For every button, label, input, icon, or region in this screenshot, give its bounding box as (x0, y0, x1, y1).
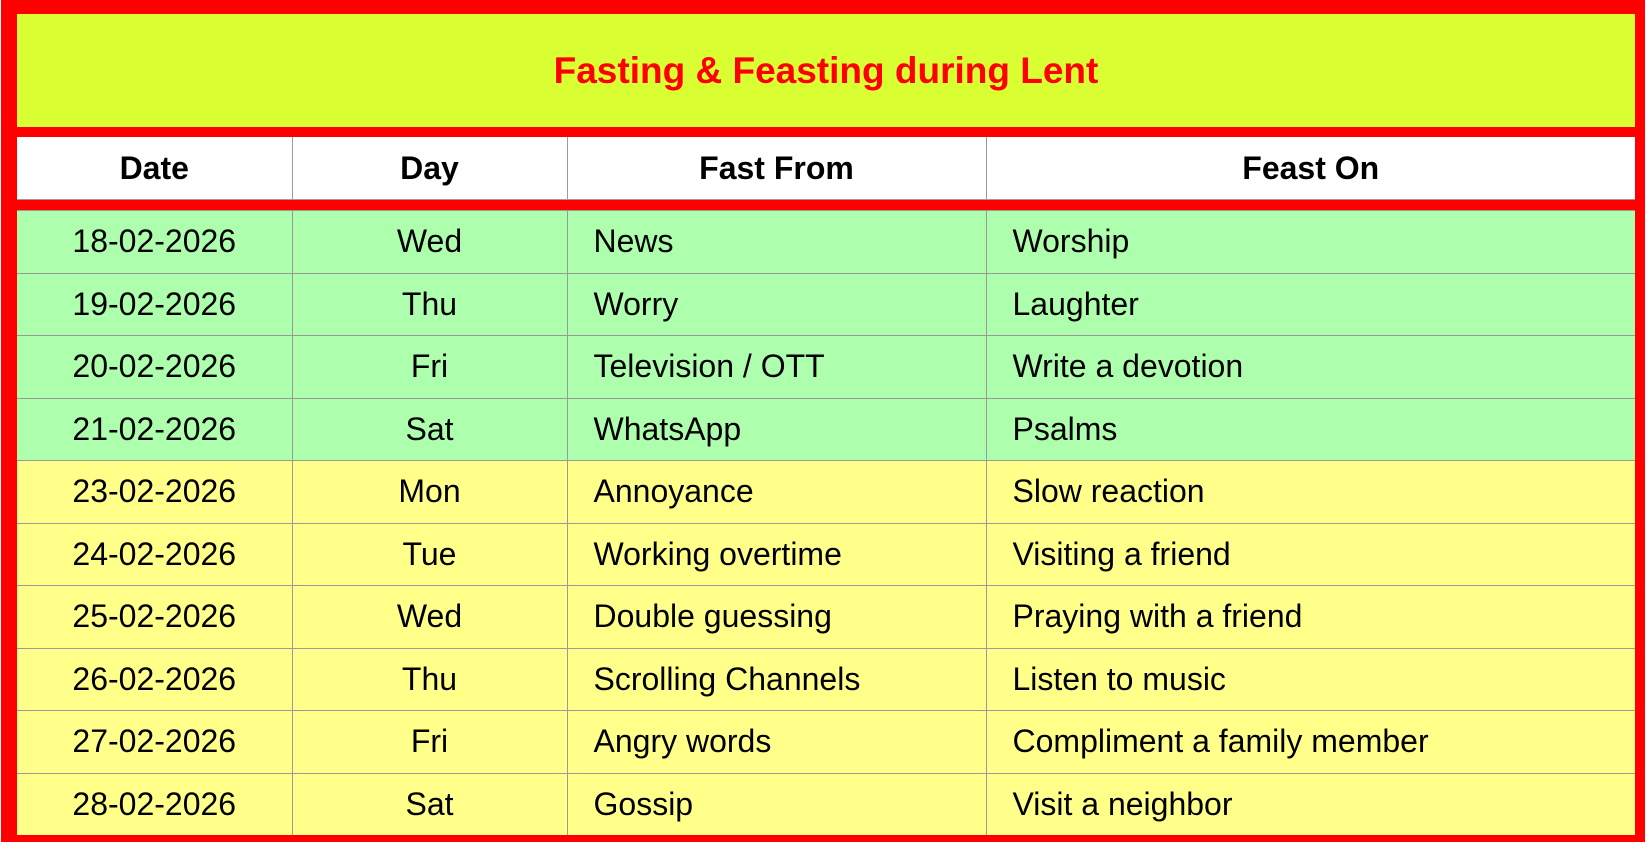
day-cell[interactable]: Mon (291, 460, 568, 524)
fast-from-cell[interactable]: Annoyance (566, 460, 987, 524)
day-cell[interactable]: Tue (291, 522, 568, 586)
table-row: 27-02-2026 Fri Angry words Compliment a fam… (17, 710, 1635, 774)
table-row: 23-02-2026 Mon Annoyance Slow reaction (17, 460, 1635, 524)
table-row: 25-02-2026 Wed Double guessing Praying with… (17, 585, 1635, 649)
date-cell[interactable]: 21-02-2026 (17, 397, 293, 461)
table-row: 28-02-2026 Sat Gossip Visit a neighbor (17, 772, 1635, 835)
date-cell[interactable]: 18-02-2026 (17, 210, 293, 274)
table-row: 20-02-2026 Fri Television / OTT Write a dev… (17, 335, 1635, 399)
header-day[interactable]: Day (291, 137, 568, 200)
fast-from-cell[interactable]: Television / OTT (566, 335, 987, 399)
date-cell[interactable]: 27-02-2026 (17, 710, 293, 774)
date-cell[interactable]: 20-02-2026 (17, 335, 293, 399)
day-cell[interactable]: Fri (291, 335, 568, 399)
date-cell[interactable]: 19-02-2026 (17, 272, 293, 336)
table-row: 21-02-2026 Sat WhatsApp Psalms (17, 397, 1635, 461)
fast-from-cell[interactable]: Worry (566, 272, 987, 336)
sheet-title: Fasting & Feasting during Lent (17, 14, 1635, 127)
date-cell[interactable]: 26-02-2026 (17, 647, 293, 711)
feast-on-cell[interactable]: Write a devotion (985, 335, 1635, 399)
day-cell[interactable]: Thu (291, 272, 568, 336)
day-cell[interactable]: Wed (291, 210, 568, 274)
feast-on-cell[interactable]: Laughter (985, 272, 1635, 336)
feast-on-cell[interactable]: Compliment a family member (985, 710, 1635, 774)
header-separator (17, 199, 1635, 211)
feast-on-cell[interactable]: Praying with a friend (985, 585, 1635, 649)
fast-from-cell[interactable]: Gossip (566, 772, 987, 835)
day-cell[interactable]: Thu (291, 647, 568, 711)
date-cell[interactable]: 28-02-2026 (17, 772, 293, 835)
feast-on-cell[interactable]: Worship (985, 210, 1635, 274)
fast-from-cell[interactable]: Angry words (566, 710, 987, 774)
header-row: Date Day Fast From Feast On (17, 137, 1635, 200)
fast-from-cell[interactable]: Working overtime (566, 522, 987, 586)
table-row: 18-02-2026 Wed News Worship (17, 210, 1635, 274)
header-date[interactable]: Date (17, 137, 293, 200)
fast-from-cell[interactable]: Double guessing (566, 585, 987, 649)
header-feast-on[interactable]: Feast On (985, 137, 1635, 200)
lent-table: Date Day Fast From Feast On 18-02-2026 We… (17, 137, 1635, 835)
fast-from-cell[interactable]: News (566, 210, 987, 274)
fast-from-cell[interactable]: WhatsApp (566, 397, 987, 461)
table-row: 26-02-2026 Thu Scrolling Channels Listen to… (17, 647, 1635, 711)
feast-on-cell[interactable]: Psalms (985, 397, 1635, 461)
feast-on-cell[interactable]: Visit a neighbor (985, 772, 1635, 835)
date-cell[interactable]: 25-02-2026 (17, 585, 293, 649)
feast-on-cell[interactable]: Slow reaction (985, 460, 1635, 524)
feast-on-cell[interactable]: Visiting a friend (985, 522, 1635, 586)
header-fast-from[interactable]: Fast From (566, 137, 987, 200)
fast-from-cell[interactable]: Scrolling Channels (566, 647, 987, 711)
separator-cell (17, 199, 1635, 211)
day-cell[interactable]: Sat (291, 772, 568, 835)
day-cell[interactable]: Sat (291, 397, 568, 461)
day-cell[interactable]: Fri (291, 710, 568, 774)
date-cell[interactable]: 24-02-2026 (17, 522, 293, 586)
date-cell[interactable]: 23-02-2026 (17, 460, 293, 524)
table-row: 24-02-2026 Tue Working overtime Visiting a … (17, 522, 1635, 586)
feast-on-cell[interactable]: Listen to music (985, 647, 1635, 711)
day-cell[interactable]: Wed (291, 585, 568, 649)
table-row: 19-02-2026 Thu Worry Laughter (17, 272, 1635, 336)
